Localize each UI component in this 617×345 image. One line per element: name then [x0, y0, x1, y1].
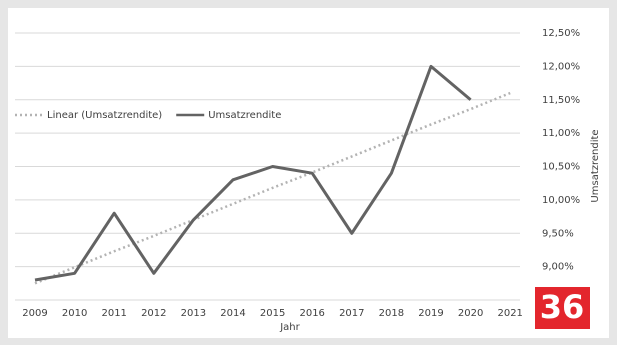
x-axis-title: Jahr: [279, 322, 300, 333]
y-tick-label: 12,00%: [542, 61, 580, 72]
y-axis-title: Umsatzrendite: [590, 129, 601, 202]
x-tick-label: 2016: [299, 308, 324, 319]
x-tick-label: 2019: [418, 308, 443, 319]
x-tick-label: 2010: [62, 308, 87, 319]
x-tick-label: 2014: [220, 308, 245, 319]
legend-label: Umsatzrendite: [208, 110, 281, 121]
y-tick-label: 11,00%: [542, 128, 580, 139]
y-tick-label: 9,50%: [542, 228, 574, 239]
badge-text: 36: [540, 288, 585, 326]
x-tick-label: 2012: [141, 308, 166, 319]
y-tick-label: 11,50%: [542, 95, 580, 106]
y-tick-label: 10,00%: [542, 195, 580, 206]
x-tick-label: 2017: [339, 308, 364, 319]
y-tick-label: 10,50%: [542, 162, 580, 173]
x-tick-label: 2015: [260, 308, 285, 319]
x-tick-label: 2018: [379, 308, 404, 319]
x-tick-label: 2020: [458, 308, 483, 319]
x-tick-label: 2021: [497, 308, 522, 319]
series-line: [34, 64, 472, 282]
legend-label: Linear (Umsatzrendite): [47, 110, 162, 121]
x-tick-label: 2013: [181, 308, 206, 319]
x-tick-label: 2009: [22, 308, 47, 319]
y-tick-label: 12,50%: [542, 28, 580, 39]
series-line: [34, 91, 511, 285]
x-tick-label: 2011: [101, 308, 126, 319]
badge: [535, 287, 590, 329]
y-tick-label: 9,00%: [542, 262, 574, 273]
